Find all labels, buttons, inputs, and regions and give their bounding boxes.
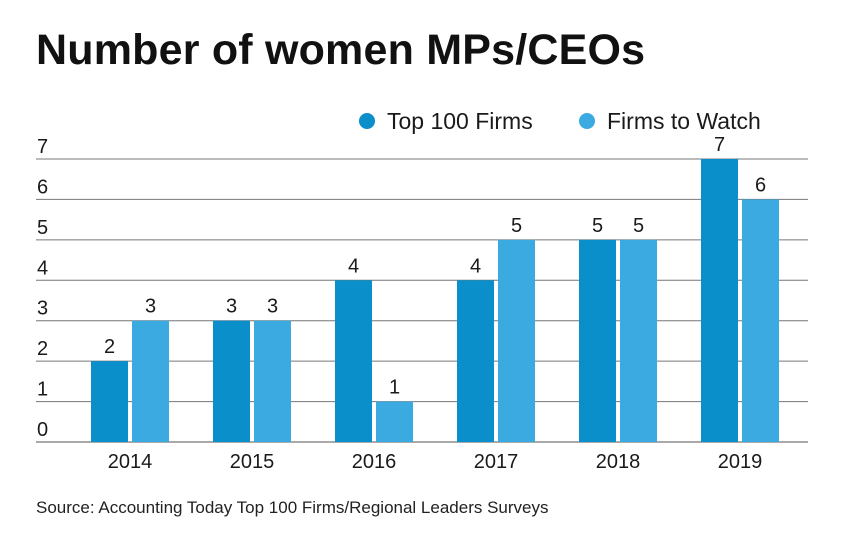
y-tick-label: 2 (37, 338, 48, 360)
bars-layer (91, 159, 779, 442)
data-label: 4 (470, 255, 481, 277)
x-tick-label: 2018 (596, 451, 641, 473)
y-tick-label: 3 (37, 298, 48, 320)
y-tick-label: 6 (37, 176, 48, 198)
x-tick-label: 2015 (230, 451, 275, 473)
bar-watch-2019 (742, 199, 779, 442)
y-tick-label: 1 (37, 379, 48, 401)
data-label: 5 (633, 215, 644, 237)
x-tick-label: 2019 (718, 451, 763, 473)
legend-label-top100: Top 100 Firms (387, 108, 533, 134)
chart-title: Number of women MPs/CEOs (36, 26, 646, 74)
data-label: 5 (511, 215, 522, 237)
bar-top100-2014 (91, 361, 128, 442)
y-tick-label: 5 (37, 217, 48, 239)
bar-top100-2015 (213, 320, 250, 442)
bar-top100-2019 (701, 159, 738, 442)
x-tick-label: 2014 (108, 451, 153, 473)
data-label: 5 (592, 215, 603, 237)
data-label: 7 (714, 134, 725, 156)
source-note: Source: Accounting Today Top 100 Firms/R… (36, 498, 549, 517)
data-label: 3 (226, 296, 237, 318)
y-tick-label: 0 (37, 419, 48, 441)
data-label: 4 (348, 255, 359, 277)
data-label: 3 (267, 296, 278, 318)
legend-label-watch: Firms to Watch (607, 108, 761, 134)
bar-watch-2018 (620, 239, 657, 442)
bar-watch-2017 (498, 239, 535, 442)
bar-watch-2014 (132, 320, 169, 442)
labels-layer: 0 1 2 3 4 5 6 7 2 3 2014 3 3 2015 4 1 2016 4 5 2017 5 5 2018 7 6… (37, 134, 766, 473)
bar-top100-2017 (457, 280, 494, 442)
data-label: 1 (389, 377, 400, 399)
y-tick-label: 7 (37, 136, 48, 158)
legend-marker-watch (579, 113, 595, 129)
data-label: 2 (104, 336, 115, 358)
legend: Top 100 Firms Firms to Watch (359, 108, 761, 134)
bar-top100-2018 (579, 239, 616, 442)
bar-watch-2016 (376, 401, 413, 442)
x-tick-label: 2016 (352, 451, 397, 473)
data-label: 3 (145, 296, 156, 318)
legend-marker-top100 (359, 113, 375, 129)
bar-watch-2015 (254, 320, 291, 442)
data-label: 6 (755, 174, 766, 196)
bar-top100-2016 (335, 280, 372, 442)
y-tick-label: 4 (37, 257, 48, 279)
x-tick-label: 2017 (474, 451, 519, 473)
